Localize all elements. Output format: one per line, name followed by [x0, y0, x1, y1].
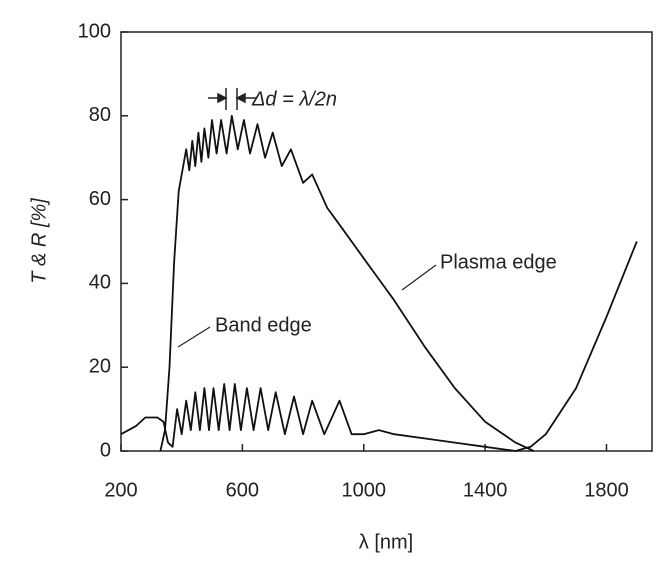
x-tick-label: 200 — [104, 479, 137, 501]
period-arrows — [208, 88, 256, 110]
x-axis-label: λ [nm] — [359, 531, 413, 553]
y-tick-label: 20 — [89, 355, 111, 377]
y-tick-label: 100 — [78, 20, 111, 42]
annotation: Band edge — [215, 314, 312, 336]
x-tick-label: 600 — [226, 479, 259, 501]
x-tick-label: 1800 — [584, 479, 629, 501]
plot-frame — [120, 31, 653, 452]
y-axis-label: T & R [%] — [28, 198, 50, 284]
y-tick-label: 60 — [89, 188, 111, 210]
y-tick-label: 0 — [100, 439, 111, 461]
annotation: Plasma edge — [440, 251, 557, 273]
y-tick-label: 40 — [89, 272, 111, 294]
leader-line — [177, 326, 211, 348]
annotation: Δd = λ/2n — [251, 88, 337, 110]
data-line — [120, 241, 638, 452]
x-tick-label: 1400 — [463, 479, 508, 501]
x-tick-label: 1000 — [341, 479, 386, 501]
data-line — [159, 114, 535, 452]
y-tick-label: 80 — [89, 104, 111, 126]
leader-line — [401, 264, 437, 291]
